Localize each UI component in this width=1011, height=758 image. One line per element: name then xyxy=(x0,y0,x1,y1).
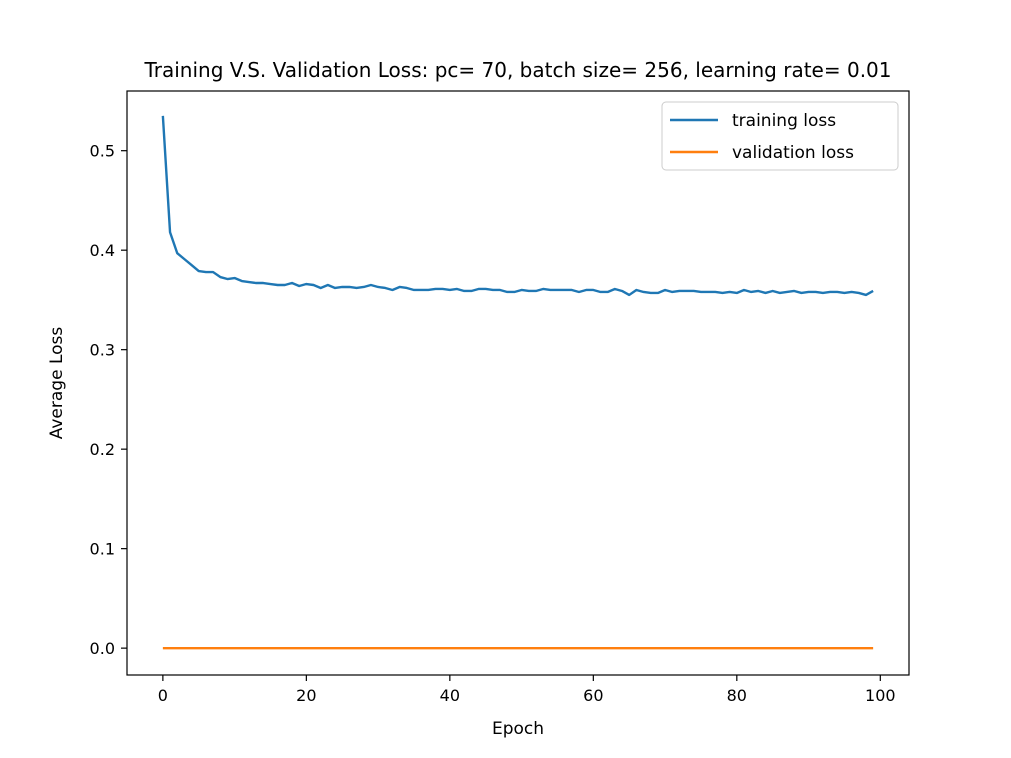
legend-label-validation-loss: validation loss xyxy=(732,143,854,163)
y-tick-label: 0.3 xyxy=(90,341,115,360)
y-axis-label: Average Loss xyxy=(47,327,67,440)
plot-frame xyxy=(126,90,910,676)
x-tick-label: 80 xyxy=(727,686,747,705)
x-tick-label: 40 xyxy=(440,686,460,705)
x-tick-label: 0 xyxy=(158,686,168,705)
plot-area xyxy=(126,90,910,676)
legend-label-training-loss: training loss xyxy=(732,111,836,131)
x-axis-label: Epoch xyxy=(492,719,544,739)
x-tick-label: 60 xyxy=(583,686,603,705)
series-lines xyxy=(161,115,874,650)
chart-title: Training V.S. Validation Loss: pc= 70, b… xyxy=(143,58,891,82)
y-tick-label: 0.1 xyxy=(90,540,115,559)
series-line-training-loss xyxy=(161,115,874,297)
y-tick-label: 0.5 xyxy=(90,142,115,161)
legend: training loss validation loss xyxy=(661,101,899,171)
legend-box xyxy=(661,101,899,171)
y-tick-label: 0.0 xyxy=(90,639,115,658)
x-tick-label: 20 xyxy=(296,686,316,705)
x-tick-label: 100 xyxy=(865,686,896,705)
y-tick-label: 0.4 xyxy=(90,241,115,260)
axis-ticks: 0 20 40 60 80 100 0.0 0.1 0.2 0.3 0.4 0.5 xyxy=(90,142,896,705)
plot-background xyxy=(127,91,909,675)
y-tick-label: 0.2 xyxy=(90,440,115,459)
